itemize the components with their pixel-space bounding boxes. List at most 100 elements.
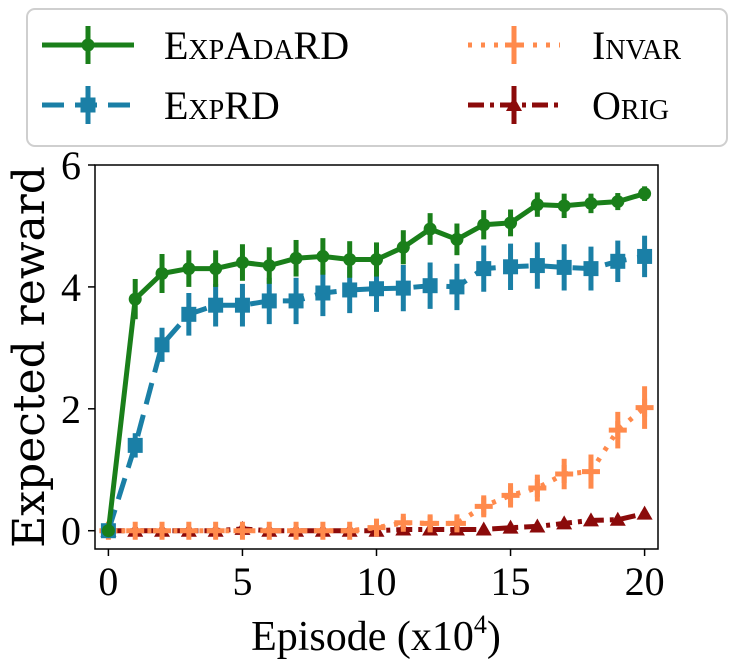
y-tick-label: 0 — [61, 509, 81, 554]
data-point-invar — [179, 521, 198, 540]
data-point-invar — [447, 514, 466, 533]
legend-entry-invar: Invar — [468, 23, 681, 68]
series-line-exprd — [106, 253, 646, 532]
data-point-expadard — [101, 524, 115, 538]
data-point-invar — [126, 521, 145, 540]
data-point-exprd — [422, 278, 438, 294]
data-point-orig — [609, 511, 626, 526]
data-point-expadard — [557, 199, 571, 213]
x-tick-label: 5 — [232, 559, 252, 604]
data-point-exprd — [556, 259, 572, 275]
legend: ExpAdaRD ExpRD Invar Orig — [26, 8, 728, 147]
y-tick-label: 4 — [61, 265, 81, 310]
data-point-orig — [636, 505, 653, 520]
legend-entry-exprd: ExpRD — [42, 83, 280, 128]
legend-label-exprd: ExpRD — [164, 83, 280, 128]
legend-marker-invar — [505, 36, 523, 54]
data-point-expadard — [396, 240, 410, 254]
data-point-exprd — [234, 297, 250, 313]
data-point-expadard — [182, 262, 196, 276]
data-point-expadard — [316, 249, 330, 263]
data-point-invar — [367, 518, 386, 537]
x-axis-label-close: ) — [487, 614, 501, 660]
series-expadard — [101, 186, 652, 538]
data-point-invar — [581, 462, 600, 481]
data-point-exprd — [342, 282, 358, 298]
x-axis-label-main: Episode (x10 — [251, 614, 474, 660]
x-tick-label: 20 — [625, 559, 665, 604]
data-point-expadard — [423, 222, 437, 236]
data-point-invar — [635, 398, 654, 417]
data-point-exprd — [261, 293, 277, 309]
data-point-expadard — [343, 252, 357, 266]
data-point-exprd — [449, 279, 465, 295]
data-point-exprd — [395, 280, 411, 296]
legend-marker-orig — [506, 97, 522, 111]
data-point-exprd — [288, 293, 304, 309]
data-point-expadard — [289, 251, 303, 265]
data-point-exprd — [369, 281, 384, 297]
data-point-expadard — [370, 252, 383, 266]
data-point-expadard — [638, 187, 652, 201]
data-point-invar — [394, 513, 413, 532]
data-point-invar — [206, 521, 225, 540]
data-point-invar — [528, 479, 547, 498]
data-point-invar — [608, 421, 627, 440]
data-point-orig — [529, 518, 546, 533]
data-point-expadard — [477, 218, 491, 232]
data-point-expadard — [584, 196, 598, 210]
data-point-exprd — [610, 253, 626, 269]
legend-frame — [26, 8, 728, 147]
data-point-exprd — [315, 285, 331, 301]
data-point-expadard — [530, 198, 544, 212]
series-line-invar — [108, 405, 647, 534]
x-tick-label: 15 — [491, 559, 531, 604]
data-point-expadard — [235, 256, 249, 270]
data-point-exprd — [208, 297, 224, 313]
data-point-invar — [153, 521, 172, 540]
data-point-exprd — [154, 337, 170, 353]
data-point-orig — [502, 519, 519, 534]
data-point-orig — [556, 515, 573, 530]
data-point-orig — [475, 521, 492, 536]
y-axis-label: Expected reward — [4, 166, 55, 548]
data-point-expadard — [262, 259, 276, 273]
series-exprd — [100, 235, 653, 539]
legend-label-expadard: ExpAdaRD — [164, 23, 349, 68]
data-point-orig — [582, 512, 599, 527]
plot-area — [94, 164, 659, 550]
data-point-exprd — [583, 261, 599, 277]
data-point-invar — [313, 521, 332, 540]
data-point-invar — [233, 521, 252, 540]
legend-marker-expadard — [81, 38, 95, 52]
data-point-exprd — [503, 259, 519, 275]
data-point-invar — [501, 486, 520, 505]
x-tick-label: 10 — [357, 559, 397, 604]
legend-entry-orig: Orig — [468, 83, 669, 128]
data-point-expadard — [128, 292, 142, 306]
data-point-invar — [287, 521, 306, 540]
legend-label-orig: Orig — [592, 83, 669, 128]
y-tick-label: 2 — [61, 387, 81, 432]
legend-marker-exprd — [80, 97, 96, 113]
data-point-expadard — [209, 262, 223, 276]
data-point-invar — [260, 521, 279, 540]
data-point-exprd — [127, 437, 143, 453]
data-point-invar — [421, 514, 440, 533]
data-point-expadard — [611, 195, 625, 209]
data-point-exprd — [637, 248, 653, 264]
data-point-expadard — [450, 232, 464, 246]
data-point-exprd — [476, 261, 492, 277]
data-point-expadard — [504, 216, 518, 230]
data-point-exprd — [529, 258, 545, 274]
x-axis-label-exponent: 4 — [474, 610, 487, 639]
legend-entry-expadard: ExpAdaRD — [42, 23, 349, 68]
x-axis-label: Episode (x104) — [251, 610, 501, 660]
y-tick-label: 6 — [61, 143, 81, 188]
data-point-invar — [555, 465, 574, 484]
data-point-invar — [474, 497, 493, 516]
series-invar — [99, 386, 654, 540]
data-point-expadard — [155, 266, 169, 280]
data-point-exprd — [181, 306, 197, 322]
